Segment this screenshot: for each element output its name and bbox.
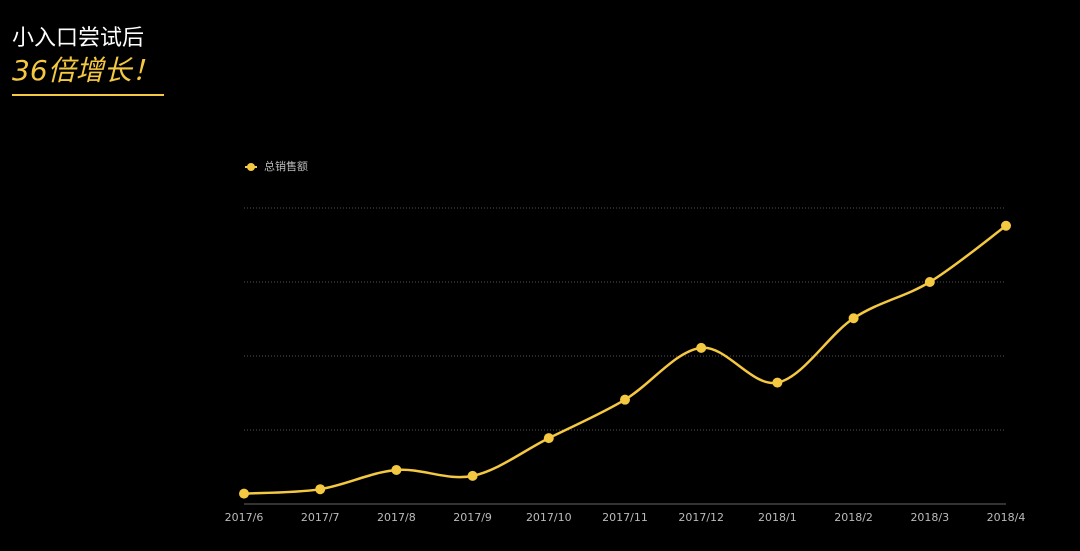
point <box>391 464 402 475</box>
x-tick-label: 2017/9 <box>453 511 492 524</box>
point <box>239 488 249 499</box>
point <box>696 342 707 353</box>
x-tick-label: 2018/3 <box>910 511 949 524</box>
point <box>772 377 783 388</box>
header: 小入口尝试后 36倍增长！ <box>12 24 164 96</box>
x-tick-label: 2017/6 <box>225 511 264 524</box>
point <box>848 313 859 324</box>
x-tick-label: 2018/1 <box>758 511 797 524</box>
point <box>924 277 935 287</box>
x-tick-label: 2017/10 <box>526 511 572 524</box>
point <box>543 433 554 444</box>
header-headline: 36倍增长！ <box>12 54 160 87</box>
x-tick-label: 2017/7 <box>301 511 340 524</box>
point <box>315 484 326 495</box>
x-tick-label: 2017/8 <box>377 511 416 524</box>
legend-label: 总销售额 <box>264 159 308 173</box>
x-tick-label: 2017/11 <box>602 511 648 524</box>
x-tick-label: 2018/2 <box>834 511 873 524</box>
header-title: 小入口尝试后 <box>12 26 145 51</box>
point <box>1001 220 1011 231</box>
point <box>467 470 478 481</box>
line <box>243 224 1007 495</box>
x-tick-label: 2017/12 <box>678 511 724 524</box>
x-tick-label: 2018/4 <box>987 511 1026 524</box>
point <box>620 394 630 405</box>
